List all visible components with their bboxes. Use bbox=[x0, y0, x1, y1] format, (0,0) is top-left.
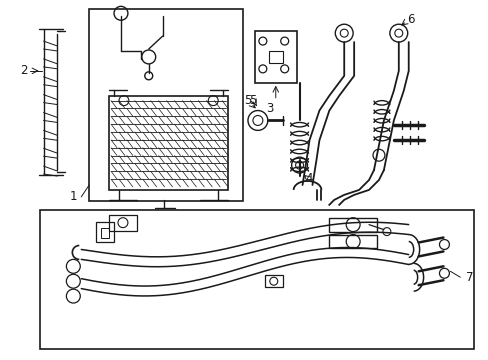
Text: 5: 5 bbox=[244, 94, 251, 107]
Bar bbox=[328, 218, 376, 231]
Text: 6: 6 bbox=[406, 13, 414, 26]
Bar bbox=[268, 51, 282, 63]
Text: 2: 2 bbox=[20, 64, 27, 77]
Bar bbox=[89, 9, 243, 201]
Text: 5: 5 bbox=[249, 94, 256, 107]
Bar bbox=[101, 228, 109, 238]
Text: 7: 7 bbox=[466, 271, 473, 284]
Bar bbox=[40, 210, 473, 349]
Bar bbox=[96, 222, 114, 242]
Bar bbox=[109, 215, 137, 231]
Text: 1: 1 bbox=[69, 190, 77, 203]
Bar bbox=[254, 31, 296, 83]
Bar bbox=[328, 235, 376, 248]
Bar bbox=[109, 96, 228, 190]
Text: 4: 4 bbox=[305, 171, 313, 185]
Bar bbox=[264, 275, 282, 287]
Text: 3: 3 bbox=[265, 102, 273, 115]
